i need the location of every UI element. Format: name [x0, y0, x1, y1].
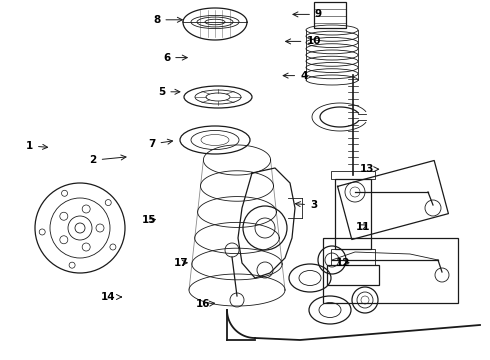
- Text: 11: 11: [355, 222, 370, 232]
- Text: 8: 8: [153, 15, 182, 25]
- Text: 7: 7: [148, 139, 172, 149]
- Bar: [331, 249, 375, 265]
- Text: 15: 15: [142, 215, 157, 225]
- Bar: [327, 265, 379, 285]
- Text: 2: 2: [90, 155, 126, 165]
- Bar: [335, 179, 371, 249]
- Text: 6: 6: [163, 53, 187, 63]
- Text: 5: 5: [158, 87, 180, 97]
- Text: 17: 17: [174, 258, 189, 268]
- Text: 9: 9: [293, 9, 322, 19]
- Text: 16: 16: [196, 299, 215, 309]
- Text: 10: 10: [286, 36, 321, 46]
- Text: 1: 1: [26, 141, 48, 151]
- Text: 3: 3: [295, 200, 317, 210]
- Text: 4: 4: [283, 71, 308, 81]
- Bar: [323, 238, 458, 303]
- Bar: [331, 171, 375, 179]
- Text: 12: 12: [336, 258, 350, 268]
- Text: 14: 14: [100, 292, 122, 302]
- Bar: [314, 2, 346, 28]
- Text: 13: 13: [360, 164, 379, 174]
